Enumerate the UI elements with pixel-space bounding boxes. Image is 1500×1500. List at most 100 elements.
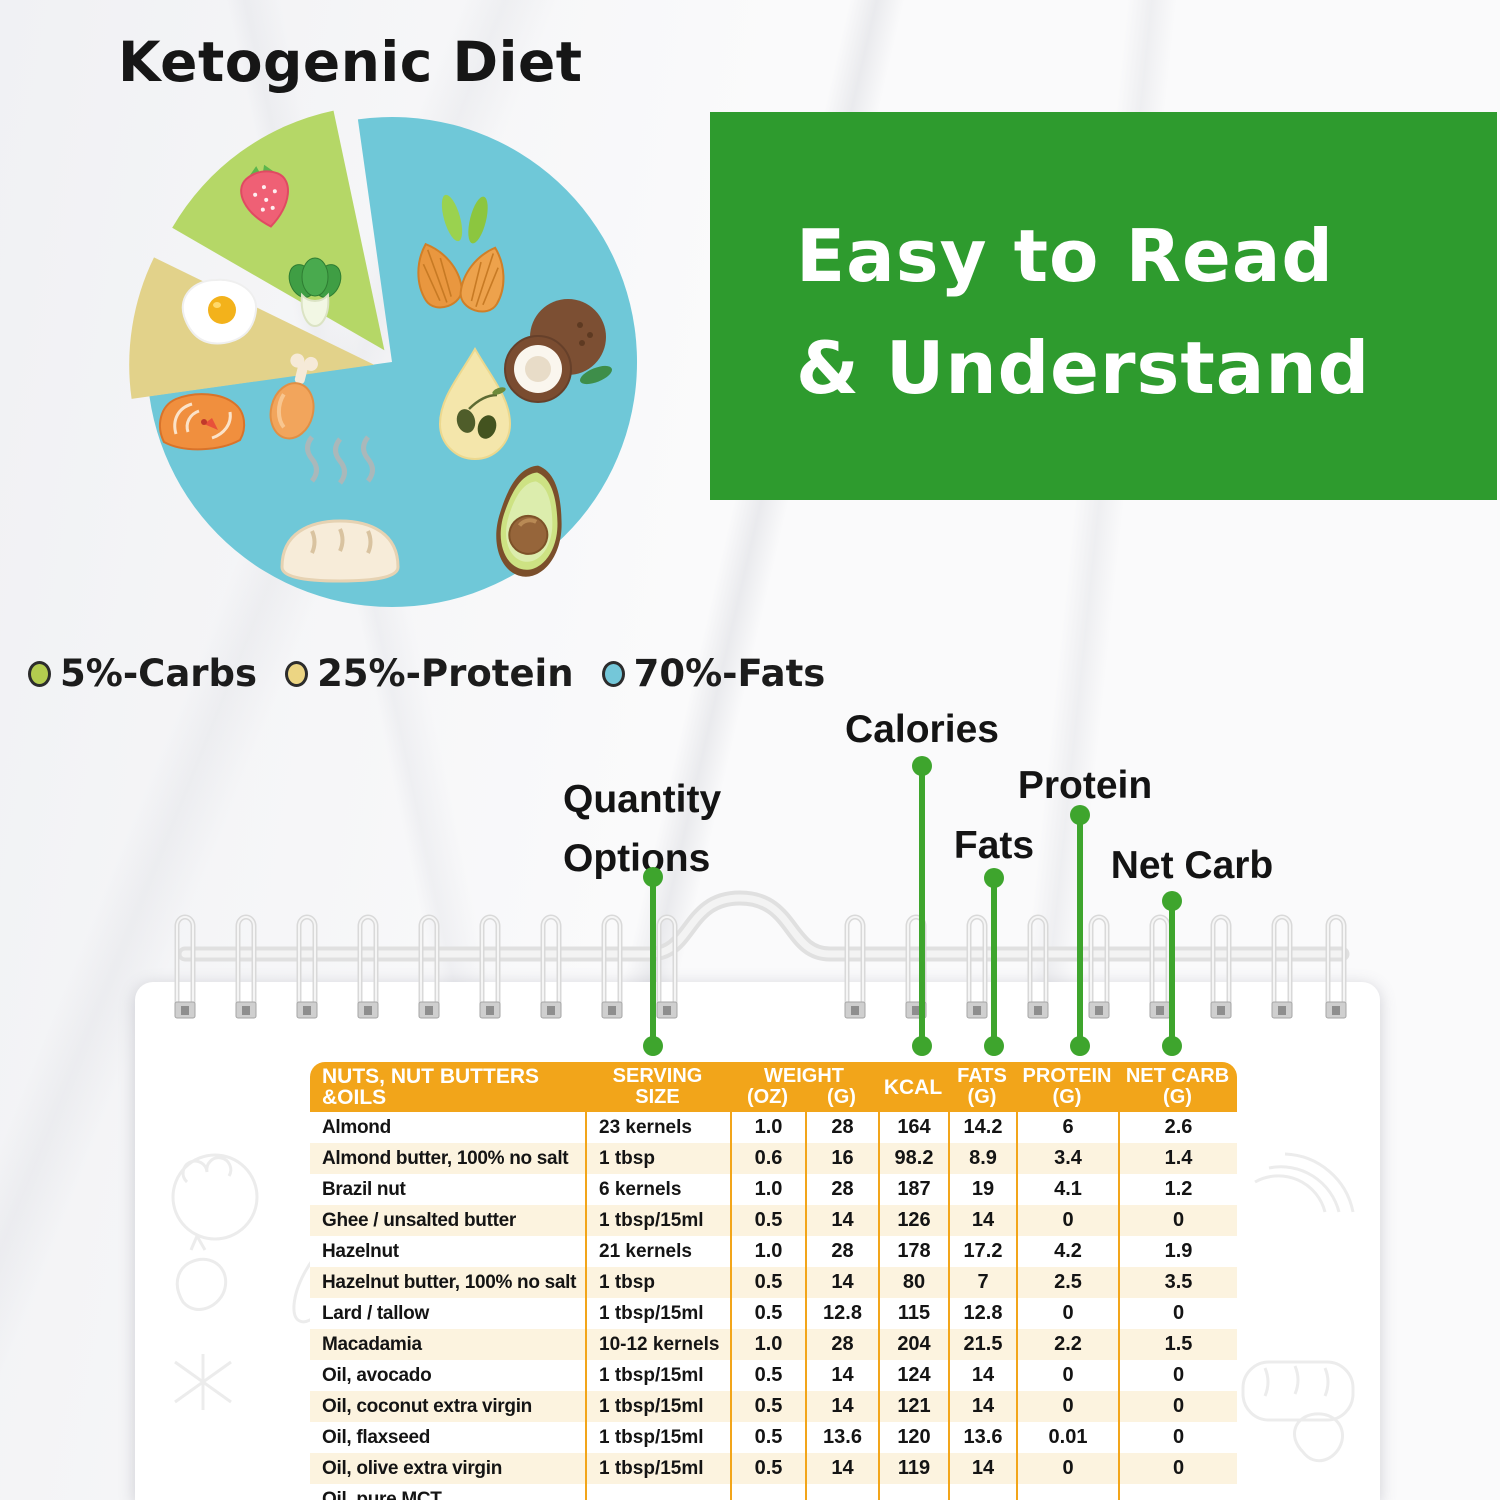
callout-quantity-options: Quantity Options bbox=[563, 770, 721, 888]
pin-fats bbox=[984, 868, 1004, 1056]
cell-fats: 21.5 bbox=[948, 1329, 1016, 1360]
cell-fats: 19 bbox=[948, 1174, 1016, 1205]
cell-weight-oz: 0.5 bbox=[730, 1205, 805, 1236]
cell-food: Hazelnut bbox=[322, 1241, 399, 1262]
cell-serving-size: 1 tbsp/15ml bbox=[585, 1391, 730, 1422]
cell-weight-g: 16 bbox=[805, 1143, 878, 1174]
table-row: Hazelnut butter, 100% no salt 1 tbsp 0.5… bbox=[310, 1267, 1237, 1298]
cell-kcal: 178 bbox=[878, 1236, 948, 1267]
fried-egg-icon bbox=[181, 278, 258, 345]
cell-fats: 14 bbox=[948, 1453, 1016, 1484]
oil-drop-icon bbox=[438, 346, 512, 460]
strawberry-icon bbox=[240, 164, 289, 228]
cell-weight-oz: 0.5 bbox=[730, 1422, 805, 1453]
pin-quantity-options bbox=[643, 867, 663, 1056]
cell-serving-size bbox=[585, 1484, 730, 1500]
cell-net-carb: 1.9 bbox=[1118, 1236, 1237, 1267]
table-row: Oil, olive extra virgin 1 tbsp/15ml 0.5 … bbox=[310, 1453, 1237, 1484]
cell-weight-g: 28 bbox=[805, 1174, 878, 1205]
table-row: Brazil nut 6 kernels 1.0 28 187 19 4.1 1… bbox=[310, 1174, 1237, 1205]
cell-kcal: 164 bbox=[878, 1112, 948, 1143]
banner-line-2: & Understand bbox=[796, 326, 1371, 410]
cell-protein: 2.5 bbox=[1016, 1267, 1118, 1298]
callout-quantity-line2: Options bbox=[563, 837, 711, 880]
cell-net-carb: 0 bbox=[1118, 1360, 1237, 1391]
callout-net-carb: Net Carb bbox=[1110, 844, 1274, 887]
legend-label-carbs: 5%-Carbs bbox=[60, 652, 258, 695]
banner-line-1: Easy to Read bbox=[796, 214, 1334, 298]
cell-net-carb: 0 bbox=[1118, 1391, 1237, 1422]
cell-fats: 12.8 bbox=[948, 1298, 1016, 1329]
cell-weight-oz: 1.0 bbox=[730, 1112, 805, 1143]
cell-protein: 0.01 bbox=[1016, 1422, 1118, 1453]
cell-weight-g: 14 bbox=[805, 1205, 878, 1236]
cell-fats: 17.2 bbox=[948, 1236, 1016, 1267]
avocado-icon bbox=[496, 465, 562, 577]
cell-kcal: 120 bbox=[878, 1422, 948, 1453]
cell-food: Oil, flaxseed bbox=[322, 1427, 431, 1448]
coconut-icon bbox=[504, 299, 612, 403]
table-row: Almond butter, 100% no salt 1 tbsp 0.6 1… bbox=[310, 1143, 1237, 1174]
cell-food: Oil, avocado bbox=[322, 1365, 432, 1386]
cell-protein: 3.4 bbox=[1016, 1143, 1118, 1174]
cell-serving-size: 1 tbsp bbox=[585, 1267, 730, 1298]
pie-legend: 5%-Carbs 25%-Protein 70%-Fats bbox=[28, 652, 825, 695]
cell-fats: 14.2 bbox=[948, 1112, 1016, 1143]
cell-weight-oz: 1.0 bbox=[730, 1236, 805, 1267]
header-protein: PROTEIN (G) bbox=[1022, 1065, 1112, 1108]
cell-fats: 14 bbox=[948, 1205, 1016, 1236]
cell-food: Oil, coconut extra virgin bbox=[322, 1396, 532, 1417]
cell-fats: 14 bbox=[948, 1391, 1016, 1422]
legend-item-fats: 70%-Fats bbox=[601, 652, 825, 695]
cell-weight-g: 28 bbox=[805, 1112, 878, 1143]
cell-fats bbox=[948, 1484, 1016, 1500]
cell-net-carb: 1.4 bbox=[1118, 1143, 1237, 1174]
cell-kcal: 126 bbox=[878, 1205, 948, 1236]
cell-kcal: 119 bbox=[878, 1453, 948, 1484]
header-food: NUTS, NUT BUTTERS &OILS bbox=[322, 1065, 539, 1109]
cell-kcal: 115 bbox=[878, 1298, 948, 1329]
cell-food: Macadamia bbox=[322, 1334, 422, 1355]
cell-serving-size: 1 tbsp/15ml bbox=[585, 1422, 730, 1453]
cell-weight-g: 13.6 bbox=[805, 1422, 878, 1453]
callout-fats: Fats bbox=[953, 824, 1035, 867]
cell-weight-g: 12.8 bbox=[805, 1298, 878, 1329]
cell-food: Oil, olive extra virgin bbox=[322, 1458, 503, 1479]
cell-weight-oz: 0.5 bbox=[730, 1391, 805, 1422]
cell-kcal: 204 bbox=[878, 1329, 948, 1360]
cell-protein: 0 bbox=[1016, 1453, 1118, 1484]
header-net-carb: NET CARB (G) bbox=[1125, 1065, 1230, 1108]
cell-weight-g: 28 bbox=[805, 1329, 878, 1360]
cell-net-carb: 0 bbox=[1118, 1298, 1237, 1329]
cell-kcal: 98.2 bbox=[878, 1143, 948, 1174]
cell-net-carb: 0 bbox=[1118, 1205, 1237, 1236]
cell-weight-oz: 0.6 bbox=[730, 1143, 805, 1174]
cell-fats: 8.9 bbox=[948, 1143, 1016, 1174]
cell-kcal: 121 bbox=[878, 1391, 948, 1422]
header-fats: FATS (G) bbox=[957, 1065, 1007, 1108]
cell-protein bbox=[1016, 1484, 1118, 1500]
cell-net-carb: 2.6 bbox=[1118, 1112, 1237, 1143]
cell-protein: 0 bbox=[1016, 1205, 1118, 1236]
cell-net-carb: 0 bbox=[1118, 1422, 1237, 1453]
cell-kcal bbox=[878, 1484, 948, 1500]
cell-food: Oil, pure MCT bbox=[322, 1489, 442, 1500]
table-row: Oil, coconut extra virgin 1 tbsp/15ml 0.… bbox=[310, 1391, 1237, 1422]
cell-net-carb: 3.5 bbox=[1118, 1267, 1237, 1298]
cell-weight-g: 14 bbox=[805, 1360, 878, 1391]
table-header: NUTS, NUT BUTTERS &OILS SERVING SIZE WEI… bbox=[310, 1062, 1237, 1112]
headline-banner: Easy to Read & Understand bbox=[710, 112, 1497, 500]
cell-weight-g: 14 bbox=[805, 1453, 878, 1484]
page-title: Ketogenic Diet bbox=[118, 30, 583, 94]
cell-weight-oz: 0.5 bbox=[730, 1298, 805, 1329]
cell-food: Almond butter, 100% no salt bbox=[322, 1148, 569, 1169]
cell-kcal: 187 bbox=[878, 1174, 948, 1205]
cell-weight-g: 14 bbox=[805, 1391, 878, 1422]
cell-weight-oz: 0.5 bbox=[730, 1360, 805, 1391]
cell-net-carb bbox=[1118, 1484, 1237, 1500]
cell-weight-g: 14 bbox=[805, 1267, 878, 1298]
cell-serving-size: 23 kernels bbox=[585, 1112, 730, 1143]
cell-weight-g bbox=[805, 1484, 878, 1500]
table-row: Macadamia 10-12 kernels 1.0 28 204 21.5 … bbox=[310, 1329, 1237, 1360]
